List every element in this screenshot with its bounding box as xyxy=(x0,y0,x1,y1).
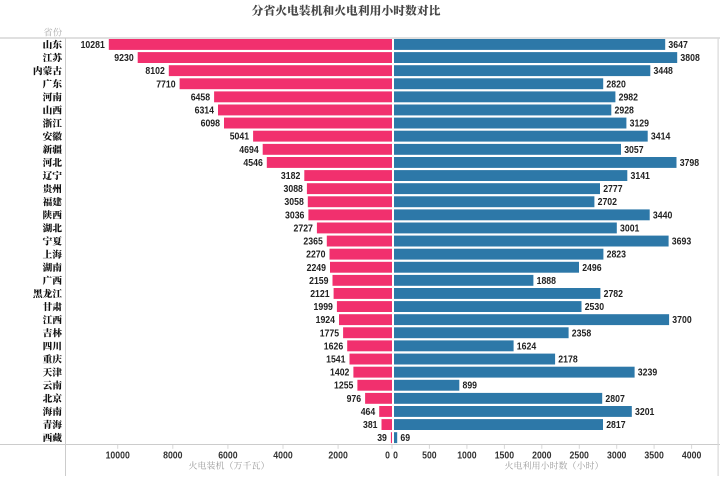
svg-text:3001: 3001 xyxy=(620,223,640,234)
svg-text:3239: 3239 xyxy=(638,368,658,379)
svg-text:2807: 2807 xyxy=(605,394,625,405)
svg-text:3201: 3201 xyxy=(635,407,655,418)
svg-text:2178: 2178 xyxy=(558,355,578,366)
svg-text:381: 381 xyxy=(363,420,378,431)
svg-text:2820: 2820 xyxy=(606,79,626,90)
svg-text:3057: 3057 xyxy=(624,145,644,156)
svg-text:8000: 8000 xyxy=(163,451,183,462)
svg-text:1888: 1888 xyxy=(537,276,557,287)
svg-text:4000: 4000 xyxy=(682,451,702,462)
svg-text:3000: 3000 xyxy=(607,451,627,462)
svg-text:4546: 4546 xyxy=(243,158,263,169)
svg-text:6098: 6098 xyxy=(201,119,221,130)
svg-text:10281: 10281 xyxy=(81,40,106,51)
svg-text:2358: 2358 xyxy=(572,328,592,339)
svg-text:1500: 1500 xyxy=(495,451,515,462)
svg-text:2000: 2000 xyxy=(328,451,348,462)
svg-text:4000: 4000 xyxy=(273,451,293,462)
svg-text:500: 500 xyxy=(422,451,437,462)
svg-text:3448: 3448 xyxy=(654,66,674,77)
svg-text:2777: 2777 xyxy=(603,184,623,195)
svg-text:6314: 6314 xyxy=(195,106,215,117)
svg-text:3700: 3700 xyxy=(672,315,692,326)
svg-text:1402: 1402 xyxy=(330,368,350,379)
svg-text:2823: 2823 xyxy=(607,250,627,261)
svg-text:3808: 3808 xyxy=(680,53,700,64)
svg-text:3036: 3036 xyxy=(285,210,305,221)
svg-text:4694: 4694 xyxy=(239,145,259,156)
svg-text:3798: 3798 xyxy=(680,158,700,169)
svg-text:3129: 3129 xyxy=(630,119,650,130)
svg-text:2928: 2928 xyxy=(615,106,635,117)
svg-text:3414: 3414 xyxy=(651,132,671,143)
svg-text:2159: 2159 xyxy=(309,276,329,287)
svg-text:2249: 2249 xyxy=(307,263,327,274)
svg-text:5041: 5041 xyxy=(230,132,250,143)
svg-text:2702: 2702 xyxy=(598,197,618,208)
svg-text:3058: 3058 xyxy=(284,197,304,208)
svg-text:3693: 3693 xyxy=(672,237,692,248)
svg-text:899: 899 xyxy=(463,381,478,392)
svg-text:6000: 6000 xyxy=(218,451,238,462)
svg-text:8102: 8102 xyxy=(145,66,165,77)
svg-text:2982: 2982 xyxy=(619,92,639,103)
svg-text:7710: 7710 xyxy=(156,79,176,90)
svg-text:1626: 1626 xyxy=(324,341,344,352)
svg-text:0: 0 xyxy=(393,451,398,462)
svg-text:2496: 2496 xyxy=(582,263,602,274)
svg-text:3088: 3088 xyxy=(284,184,304,195)
svg-text:2530: 2530 xyxy=(585,302,605,313)
svg-text:9230: 9230 xyxy=(114,53,134,64)
svg-text:2000: 2000 xyxy=(532,451,552,462)
svg-text:3647: 3647 xyxy=(668,40,688,51)
svg-text:1775: 1775 xyxy=(320,328,340,339)
svg-text:2365: 2365 xyxy=(303,237,323,248)
svg-text:3182: 3182 xyxy=(281,171,301,182)
svg-text:69: 69 xyxy=(400,433,410,444)
svg-text:3440: 3440 xyxy=(653,210,673,221)
svg-text:1541: 1541 xyxy=(326,355,346,366)
svg-text:0: 0 xyxy=(385,451,390,462)
svg-text:464: 464 xyxy=(361,407,376,418)
svg-text:2817: 2817 xyxy=(606,420,626,431)
svg-text:2727: 2727 xyxy=(294,223,314,234)
svg-text:2500: 2500 xyxy=(570,451,590,462)
svg-text:1255: 1255 xyxy=(334,381,354,392)
svg-text:3141: 3141 xyxy=(631,171,651,182)
svg-text:2270: 2270 xyxy=(306,250,326,261)
svg-text:2121: 2121 xyxy=(310,289,330,300)
svg-text:1624: 1624 xyxy=(517,341,537,352)
svg-text:976: 976 xyxy=(347,394,362,405)
svg-text:1999: 1999 xyxy=(314,302,334,313)
svg-text:2782: 2782 xyxy=(604,289,624,300)
svg-text:1000: 1000 xyxy=(457,451,477,462)
svg-text:10000: 10000 xyxy=(106,451,131,462)
svg-text:6458: 6458 xyxy=(191,92,211,103)
svg-text:1924: 1924 xyxy=(316,315,336,326)
svg-text:3500: 3500 xyxy=(644,451,664,462)
svg-text:39: 39 xyxy=(377,433,387,444)
